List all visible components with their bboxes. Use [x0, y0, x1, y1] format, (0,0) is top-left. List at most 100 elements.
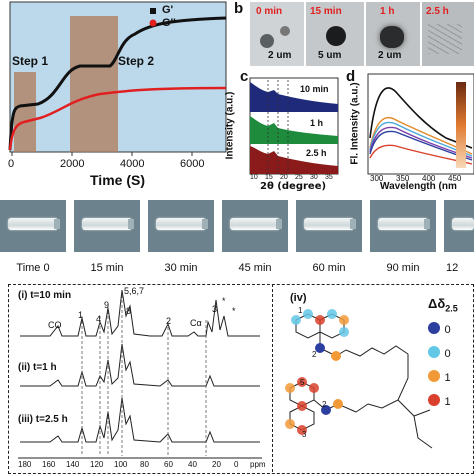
fl-curve [369, 144, 473, 165]
tem-time-1: 15 min [310, 6, 342, 17]
delta-legend: Δδ2.5 0 0 1 1 [428, 296, 474, 410]
mol-number: 1 [298, 306, 303, 315]
tube-photo-5 [370, 200, 436, 252]
fl-curve [369, 121, 473, 157]
nmr-trace-2 [20, 343, 260, 387]
molecule-structure [285, 309, 433, 449]
peak-label: 3 [212, 304, 218, 314]
xrd-xtick: 35 [325, 174, 333, 181]
nmr-xtick: 80 [140, 460, 149, 469]
step2-region [70, 16, 118, 152]
nmr-xtick: 180 [18, 460, 32, 469]
xrd-xtick: 15 [265, 174, 273, 181]
tem-image-0: 0 min 2 um [250, 2, 304, 66]
tube-photo-3 [222, 200, 288, 252]
xrd-ylabel: Intensity (a.u.) [224, 91, 236, 160]
step1-region [14, 72, 36, 152]
fl-xtick: 400 [422, 174, 436, 183]
panel-c: 10 min 1 h 2.5 h Intensity (a.u.) 10 15 … [224, 68, 344, 192]
panel-iv-label: (iv) [290, 292, 307, 304]
particle [260, 34, 274, 48]
xrd-label-2-5h: 2.5 h [306, 148, 327, 158]
tem-scale-2: 2 um [378, 50, 402, 61]
peak-label: 9 [104, 300, 110, 310]
tem-time-3: 2.5 h [426, 6, 449, 17]
panel-c-plot [249, 77, 339, 175]
nmr-spectra [18, 289, 262, 459]
legend-gprime: G' [162, 4, 174, 16]
fl-ylabel: Fl. Intensity (a.u.) [349, 82, 361, 165]
g-double-prime-curve [8, 86, 227, 151]
legend-dot [428, 394, 440, 407]
tube-photo-1 [74, 200, 140, 252]
legend-gprime-marker [150, 8, 156, 14]
panel-b-letter: b [234, 0, 244, 17]
legend-dot [428, 346, 440, 359]
peak-label: 5,6,7 [124, 286, 145, 296]
peak-label: 2 [166, 316, 172, 326]
fl-xtick: 450 [448, 174, 462, 183]
legend-value: 0 [444, 323, 451, 336]
tem-image-3: 2.5 h [422, 2, 474, 66]
nmr-xtick: 140 [66, 460, 80, 469]
particle [326, 26, 346, 46]
fl-curve [369, 116, 473, 155]
delta-sub: 2.5 [445, 303, 458, 314]
tube-label-6: 12 [446, 262, 459, 274]
xrd-1h [250, 116, 338, 144]
peak-label: * [232, 306, 236, 316]
step2-label: Step 2 [118, 54, 155, 68]
nmr-trace-label-2: (ii) t=1 h [18, 362, 57, 373]
xrd-label-1h: 1 h [310, 118, 324, 128]
nmr-trace-3 [20, 397, 260, 443]
panel-a-xlabel: Time (S) [90, 172, 145, 188]
fl-xtick: 350 [396, 174, 410, 183]
xrd-xtick: 20 [280, 174, 288, 181]
peak-label: * [222, 296, 226, 306]
legend-gdprime: G'' [162, 17, 176, 29]
delta-symbol: Δδ [428, 296, 446, 311]
nmr-divider [272, 284, 273, 472]
peak-label: 8 [126, 306, 132, 316]
nmr-xtick: 100 [114, 460, 128, 469]
xrd-xtick: 25 [295, 174, 303, 181]
nmr-trace-1 [20, 289, 260, 337]
nmr-trace-label-1: (i) t=10 min [18, 290, 72, 301]
xtick-0: 0 [8, 158, 15, 170]
legend-value: 1 [444, 371, 451, 384]
legend-gdprime-marker [149, 19, 157, 27]
fl-curve [369, 130, 473, 161]
peak-label: CO [48, 320, 62, 330]
step1-label: Step 1 [12, 54, 49, 68]
peak-label: 1 [78, 310, 84, 320]
tube-label-5: 90 min [386, 262, 420, 274]
tube-photo-2 [148, 200, 214, 252]
panel-d-letter: d [346, 68, 356, 85]
xtick-6000: 6000 [180, 158, 205, 170]
tube-photo-6 [444, 200, 474, 252]
tem-time-2: 1 h [380, 6, 395, 17]
xrd-xtick: 30 [310, 174, 318, 181]
nmr-xtick: 40 [188, 460, 197, 469]
peak-label: Cα [190, 318, 202, 328]
nmr-trace-label-3: (iii) t=2.5 h [18, 414, 68, 425]
fl-curve [369, 87, 473, 149]
nmr-xtick: 120 [90, 460, 104, 469]
tube-label-3: 45 min [238, 262, 272, 274]
particle [280, 26, 290, 36]
legend-value: 1 [444, 395, 451, 408]
tube-photo-4 [296, 200, 362, 252]
panel-a: G' G'' Step 1 Step 2 0 2000 4000 6000 Ti… [0, 0, 232, 192]
particle [380, 26, 404, 48]
fl-xtick: 300 [370, 174, 384, 183]
tem-scale-0: 2 um [268, 50, 292, 61]
xrd-10min [250, 82, 338, 112]
tem-image-1: 15 min 5 um [306, 2, 364, 66]
tem-scale-1: 5 um [318, 50, 342, 61]
mol-number: 2 [322, 400, 327, 409]
tube-label-1: 15 min [90, 262, 124, 274]
mol-number: 2 [312, 350, 317, 359]
atom-highlights [285, 309, 349, 435]
nmr-xtick: 20 [212, 460, 221, 469]
xrd-xlabel: 2θ (degree) [260, 181, 327, 192]
